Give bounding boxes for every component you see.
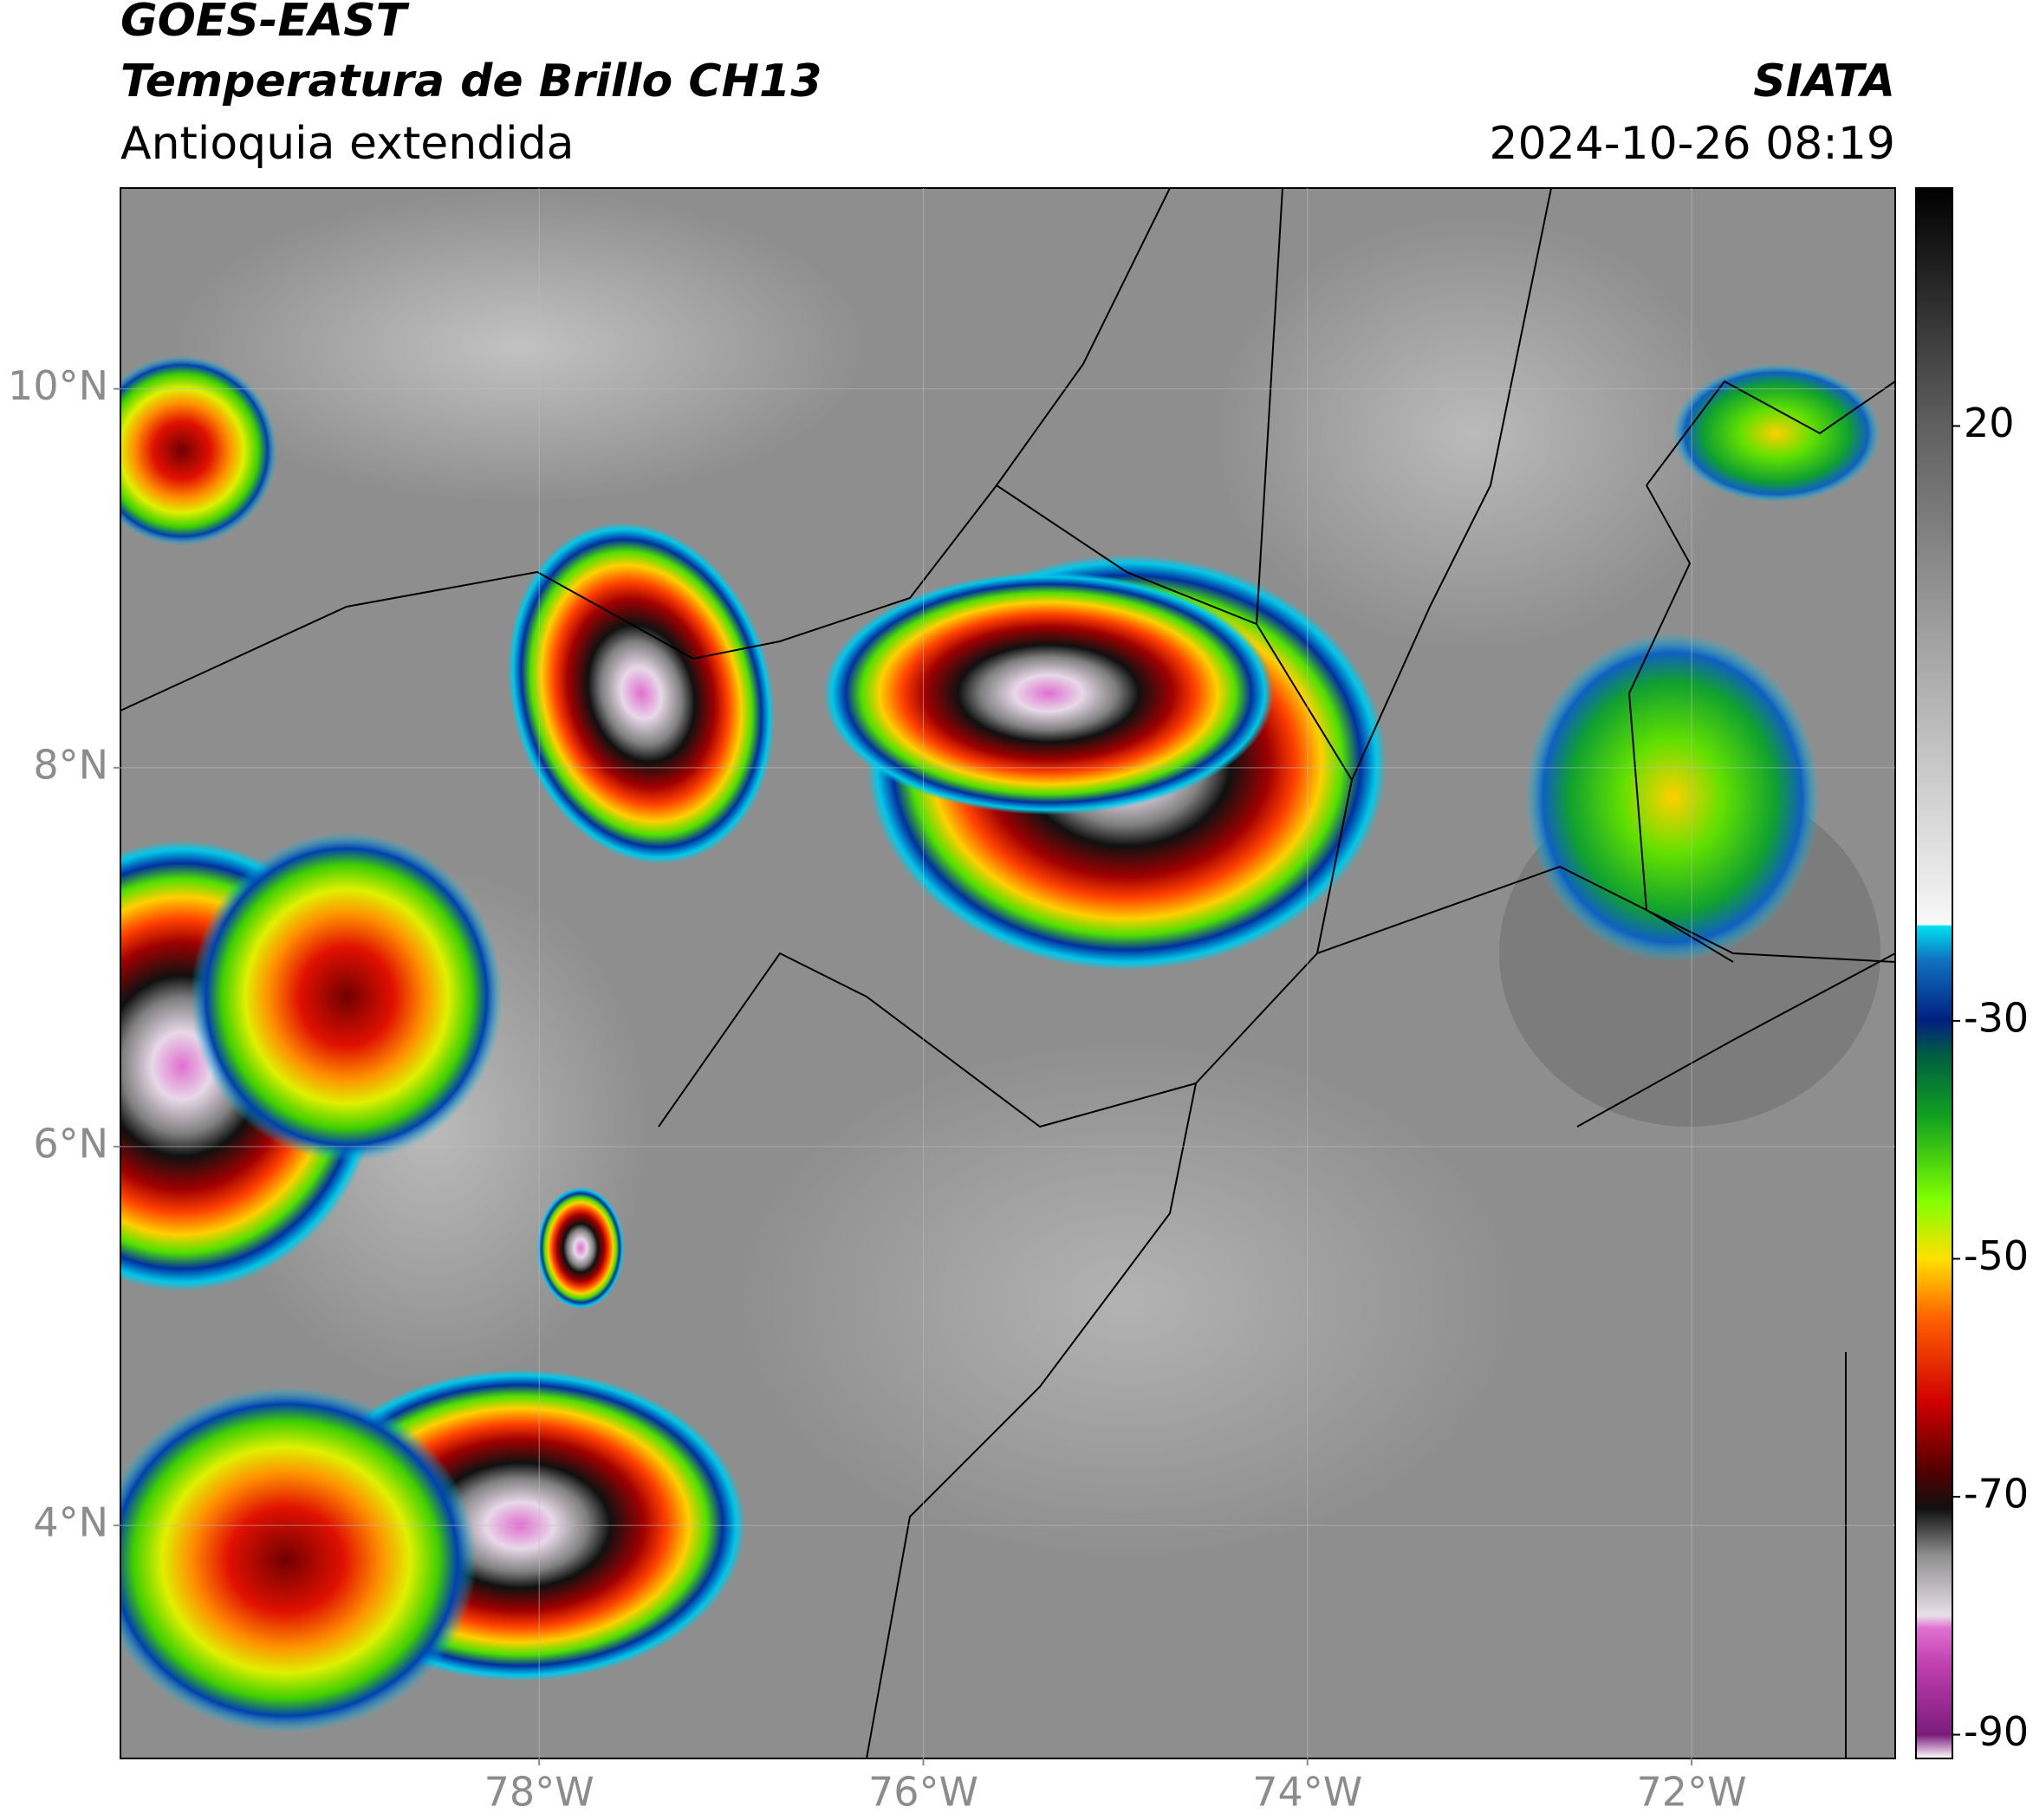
x-tick-label: 76°W	[868, 1769, 978, 1816]
agency-title: SIATA	[1753, 55, 1895, 107]
y-tick-label: 4°N	[33, 1499, 108, 1546]
satellite-image	[120, 188, 1895, 1758]
product-title: Temperatura de Brillo CH13	[120, 55, 822, 107]
x-tick-label: 74°W	[1252, 1769, 1362, 1816]
map-frame	[120, 187, 1896, 1759]
y-tick-label: 10°N	[8, 362, 108, 409]
colorbar-tick-label: 20	[1964, 400, 2015, 446]
satellite-title: GOES-EAST	[120, 0, 410, 47]
colorbar-tick-label: -30	[1964, 994, 2029, 1041]
y-tick-label: 6°N	[33, 1120, 108, 1167]
x-tick-label: 78°W	[484, 1769, 594, 1816]
y-tick-label: 8°N	[33, 741, 108, 788]
colorbar	[1915, 187, 1953, 1759]
datetime: 2024-10-26 08:19	[1489, 118, 1895, 170]
colorbar-tick-label: -50	[1964, 1232, 2029, 1279]
colorbar-tick-label: -90	[1964, 1708, 2029, 1755]
x-tick-label: 72°W	[1637, 1769, 1747, 1816]
region-subtitle: Antioquia extendida	[120, 118, 575, 170]
colorbar-tick-label: -70	[1964, 1471, 2029, 1518]
